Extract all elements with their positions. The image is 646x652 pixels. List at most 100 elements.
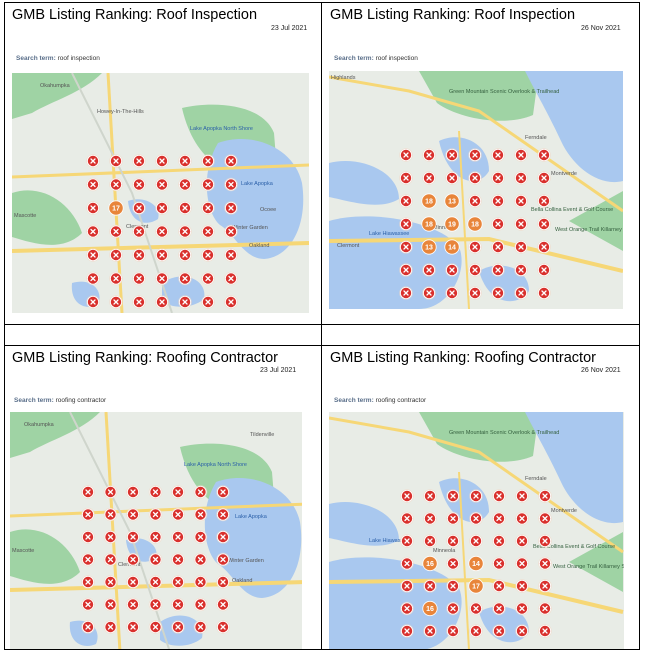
map-place-label: Bella Collina Event & Golf Course — [531, 207, 613, 213]
not-ranked-pin — [538, 601, 552, 616]
pin-circle — [108, 200, 124, 216]
not-ranked-pin — [81, 597, 95, 612]
close-icon — [175, 511, 181, 518]
close-icon — [450, 605, 456, 612]
close-icon — [449, 267, 455, 273]
not-ranked-pin — [446, 489, 460, 503]
not-ranked-pin — [103, 485, 118, 499]
panel-title: GMB Listing Ranking: Roofing Contractor — [12, 350, 278, 366]
close-icon — [404, 538, 410, 544]
map-place-label: Minneola — [433, 548, 456, 554]
not-ranked-pin — [537, 217, 551, 231]
close-icon — [182, 181, 188, 188]
not-ranked-pin — [81, 575, 95, 589]
not-ranked-pin — [538, 556, 552, 571]
not-ranked-pin — [537, 171, 551, 185]
table-border — [4, 2, 5, 650]
not-ranked-pin — [216, 597, 230, 612]
rank-number: 13 — [425, 245, 433, 252]
not-ranked-pin — [538, 579, 552, 593]
close-icon — [220, 624, 226, 630]
not-ranked-pin — [445, 286, 459, 300]
close-icon — [90, 275, 96, 282]
not-ranked-pin — [132, 295, 146, 309]
close-icon — [175, 579, 181, 585]
close-icon — [175, 556, 181, 563]
not-ranked-pin — [400, 556, 414, 571]
map-place-label: Lake Apopka — [235, 514, 268, 520]
panel-roof-inspection-nov: GMB Listing Ranking: Roof Inspection 26 … — [323, 3, 639, 324]
not-ranked-pin — [132, 201, 146, 215]
not-ranked-pin — [469, 601, 483, 616]
not-ranked-pin — [423, 534, 437, 548]
close-icon — [85, 579, 91, 585]
not-ranked-pin — [178, 224, 192, 239]
close-icon — [518, 152, 524, 158]
not-ranked-pin — [109, 154, 123, 168]
not-ranked-pin — [399, 263, 413, 277]
map-place-label: Highlands — [331, 75, 356, 81]
road — [329, 75, 623, 213]
panel-date: 26 Nov 2021 — [581, 367, 621, 374]
not-ranked-pin — [491, 263, 505, 277]
not-ranked-pin — [492, 489, 506, 503]
not-ranked-pin — [468, 171, 482, 185]
close-icon — [107, 624, 114, 630]
close-icon — [136, 275, 142, 282]
close-icon — [450, 628, 456, 634]
close-icon — [152, 624, 159, 630]
not-ranked-pin — [224, 201, 238, 215]
pin-circle — [444, 193, 460, 209]
close-icon — [496, 538, 502, 544]
not-ranked-pin — [492, 601, 506, 616]
pin-circle — [422, 555, 438, 572]
search-term-line: Search term: roofing contractor — [334, 397, 426, 404]
not-ranked-pin — [515, 579, 529, 593]
not-ranked-pin — [538, 489, 552, 503]
close-icon — [228, 205, 234, 211]
map-place-label: West Orange Trail Killarney Station — [553, 564, 624, 570]
rank-number: 17 — [472, 584, 480, 591]
pin-circle — [467, 216, 483, 232]
map-place-label: Oakland — [249, 243, 270, 249]
rank-number: 17 — [112, 206, 120, 213]
not-ranked-pin — [514, 148, 528, 162]
panel-roof-inspection-jul: GMB Listing Ranking: Roof Inspection 23 … — [5, 3, 321, 324]
not-ranked-pin — [469, 489, 483, 503]
close-icon — [472, 175, 478, 181]
not-ranked-pin — [103, 552, 118, 567]
panel-date: 26 Nov 2021 — [581, 25, 621, 32]
not-ranked-pin — [81, 552, 95, 567]
not-ranked-pin — [400, 511, 414, 526]
not-ranked-pin — [492, 556, 506, 571]
close-icon — [542, 583, 548, 589]
close-icon — [136, 228, 142, 235]
not-ranked-pin — [148, 575, 163, 589]
not-ranked-pin — [492, 534, 506, 548]
not-ranked-pin — [216, 507, 230, 522]
close-icon — [519, 538, 525, 544]
panel-date: 23 Jul 2021 — [260, 367, 297, 374]
not-ranked-pin — [109, 224, 123, 239]
map-place-label: Lake Apopka North Shore — [190, 126, 253, 132]
close-icon — [136, 205, 142, 211]
close-icon — [130, 579, 136, 585]
close-icon — [182, 299, 188, 305]
not-ranked-pin — [171, 507, 185, 522]
map-canvas: Green Mountain Scenic Overlook & Trailhe… — [329, 71, 623, 309]
close-icon — [220, 489, 226, 495]
map-place-label: West Orange Trail Killarney Station — [555, 227, 623, 233]
close-icon — [542, 515, 548, 522]
close-icon — [85, 534, 91, 540]
not-ranked-pin — [193, 597, 208, 612]
not-ranked-pin — [201, 177, 215, 192]
not-ranked-pin — [224, 271, 238, 286]
rank-number: 18 — [425, 199, 433, 206]
close-icon — [404, 560, 410, 567]
close-icon — [541, 221, 547, 227]
lake — [525, 412, 623, 524]
table-border — [4, 649, 640, 650]
not-ranked-pin — [224, 295, 238, 309]
close-icon — [404, 628, 410, 634]
close-icon — [152, 534, 159, 540]
